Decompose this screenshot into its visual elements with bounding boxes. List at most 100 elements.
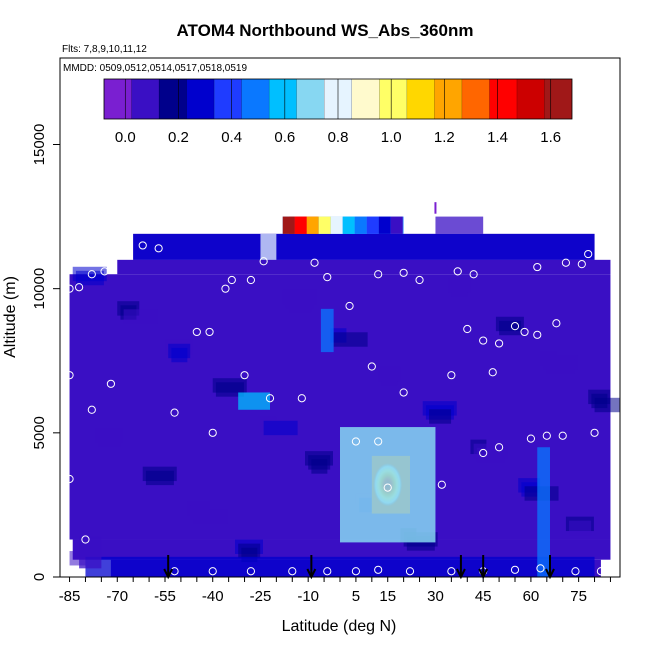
sample-point [323, 273, 332, 282]
sample-point [488, 368, 497, 377]
heatmap-cell [193, 509, 228, 524]
heatmap-region [72, 539, 611, 560]
sample-point [437, 480, 446, 489]
sample-point [533, 262, 542, 272]
sample-point [240, 371, 249, 380]
heatmap-cell [123, 309, 158, 324]
heatmap-feature [238, 392, 270, 410]
sample-point [536, 564, 545, 573]
sample-point [494, 443, 504, 452]
sample-point [87, 270, 96, 279]
x-tick-label: -55 [154, 588, 176, 605]
heatmap-cell [546, 359, 575, 374]
sample-point [265, 394, 275, 403]
sample-point [310, 258, 319, 267]
heatmap-top-band-cell [390, 216, 403, 234]
sample-point [288, 567, 297, 576]
sample-point [447, 371, 456, 380]
heatmap-top-band-cell [342, 216, 355, 234]
sample-point [374, 565, 383, 574]
flights-note: Flts: 7,8,9,10,11,12 [62, 44, 147, 55]
sample-point [399, 268, 408, 277]
sample-point [323, 567, 332, 576]
x-tick-label: 75 [570, 588, 587, 605]
heatmap-cell [594, 397, 620, 413]
sample-point [351, 437, 361, 446]
heatmap-feature [435, 216, 484, 234]
colorbar-tick-label: 0.4 [221, 129, 242, 146]
y-axis-label: Altitude (m) [2, 276, 19, 358]
colorbar-tick-label: 1.0 [381, 129, 402, 146]
x-tick-label: -10 [297, 588, 319, 605]
heatmap-top-band-cell [366, 216, 379, 234]
colorbar-ticks: 0.0 0.2 0.4 0.6 0.8 1.0 1.2 1.4 1.6 [115, 79, 561, 146]
sample-point [192, 327, 201, 337]
x-tick-label: 5 [352, 588, 360, 605]
x-tick-label: -70 [106, 588, 128, 605]
heatmap-top-band-cell [354, 216, 367, 234]
sample-point [561, 258, 571, 267]
heatmap-top-band-cell [330, 216, 343, 234]
heatmap-feature [133, 233, 595, 260]
sample-point [510, 322, 520, 331]
sample-point [106, 379, 116, 388]
sample-point [297, 394, 306, 403]
y-tick-label: 15000 [31, 124, 48, 166]
sample-point [221, 284, 230, 293]
sample-point [65, 474, 74, 484]
chart-title: ATOM4 Northbound WS_Abs_360nm [177, 21, 474, 40]
colorbar-tick-label: 0.2 [168, 129, 189, 146]
heatmap-top-band-cell [318, 216, 331, 234]
sample-point [246, 567, 256, 576]
heatmap-cell [98, 432, 121, 447]
x-tick-label: -40 [202, 588, 224, 605]
heatmap-cell [451, 282, 468, 297]
y-axis: 0 5000 10000 15000 [31, 124, 60, 581]
sample-point [533, 330, 542, 339]
sample-point [138, 241, 147, 250]
sample-point [399, 388, 408, 397]
sample-point [463, 324, 472, 334]
sample-point [405, 567, 415, 576]
sample-point [113, 249, 122, 259]
sample-point [154, 244, 163, 253]
heatmap-cell [263, 420, 298, 436]
sample-point [596, 567, 606, 576]
heatmap-cell [289, 297, 312, 313]
x-tick-label: 60 [523, 588, 540, 605]
heatmap-cell [145, 470, 174, 486]
heatmap-field [69, 202, 620, 577]
sample-point [87, 405, 96, 414]
y-tick-label: 10000 [31, 268, 48, 310]
sample-point [122, 248, 131, 257]
x-tick-label: 30 [427, 588, 444, 605]
sample-point [552, 319, 561, 328]
heatmap-top-band-cell [378, 216, 391, 234]
x-axis-label: Latitude (deg N) [282, 618, 397, 635]
heatmap-top-band-cell [294, 216, 307, 234]
sample-point [558, 431, 567, 440]
sample-point [571, 567, 580, 576]
heatmap-feature [260, 233, 277, 260]
heatmap-feature [85, 556, 595, 577]
sample-point [246, 275, 256, 285]
sample-point [345, 301, 354, 311]
sample-point [520, 327, 529, 337]
heatmap-cell [215, 382, 244, 397]
colorbar-tick-label: 1.2 [434, 129, 455, 146]
sample-point [351, 567, 361, 576]
sample-point [374, 270, 383, 279]
sample-point [170, 408, 179, 417]
heatmap-top-band-cell [282, 216, 295, 234]
heatmap-cell [75, 270, 104, 286]
sample-point [74, 283, 84, 292]
y-tick-label: 5000 [31, 416, 48, 449]
heatmap-cell [569, 520, 592, 536]
sample-point [510, 565, 520, 574]
colorbar-tick-label: 0.8 [328, 129, 349, 146]
y-tick-label: 0 [31, 573, 48, 581]
heatmap-cell [333, 332, 368, 347]
sample-point [383, 483, 392, 492]
heatmap-cell [476, 447, 505, 463]
